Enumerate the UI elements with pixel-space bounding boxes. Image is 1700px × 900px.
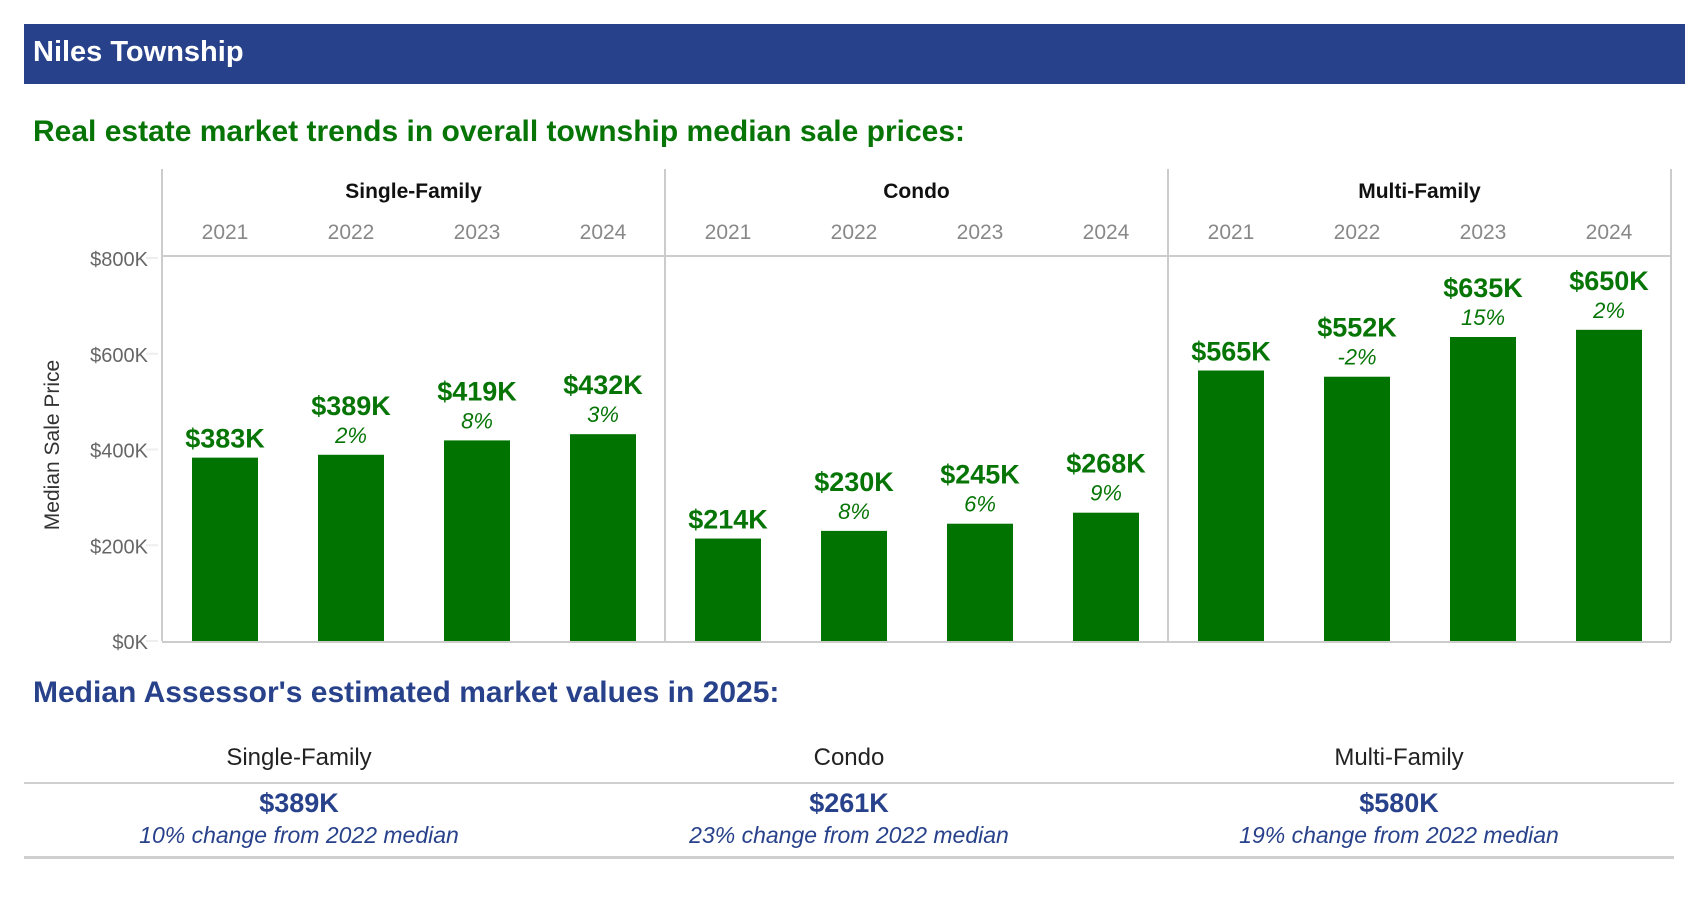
y-axis-title: Median Sale Price (41, 360, 64, 530)
summary-col-multi-family: $580K 19% change from 2022 median (1124, 784, 1674, 856)
x-tick-label: 2021 (202, 221, 249, 244)
bar (821, 530, 887, 641)
summary-value: $580K (1359, 788, 1439, 818)
bar (947, 523, 1013, 641)
value-label: $268K (1066, 449, 1146, 479)
value-label: $432K (563, 370, 643, 400)
header-bar: Niles Township (24, 24, 1685, 84)
summary-change: 10% change from 2022 median (139, 822, 459, 848)
y-tick-label: $200K (90, 536, 148, 558)
x-tick-label: 2024 (580, 221, 627, 244)
assessor-section-title: Median Assessor's estimated market value… (33, 676, 780, 709)
summary-value: $389K (259, 788, 339, 818)
x-tick-label: 2023 (1460, 221, 1507, 244)
summary-header-row: Single-Family Condo Multi-Family (24, 736, 1674, 784)
bar (1073, 512, 1139, 641)
facet-title: Single-Family (345, 180, 482, 203)
x-tick-label: 2022 (831, 221, 878, 244)
value-label: $419K (437, 376, 517, 406)
summary-change: 23% change from 2022 median (689, 822, 1009, 848)
value-label: $650K (1569, 266, 1649, 296)
value-label: $552K (1317, 313, 1397, 343)
x-tick-label: 2022 (1334, 221, 1381, 244)
pct-change-label: 3% (587, 402, 619, 427)
facet-title: Multi-Family (1358, 180, 1481, 203)
summary-label-multi-family: Multi-Family (1334, 744, 1464, 771)
y-tick-label: $0K (112, 632, 148, 654)
value-label: $565K (1191, 337, 1271, 367)
summary-label-single-family: Single-Family (226, 744, 372, 771)
page-title: Niles Township (33, 36, 244, 68)
x-tick-label: 2024 (1083, 221, 1130, 244)
bar (318, 454, 384, 641)
pct-change-label: 15% (1461, 305, 1505, 330)
summary-values-row: $389K 10% change from 2022 median $261K … (24, 784, 1674, 859)
summary-label-condo: Condo (813, 744, 885, 771)
y-tick-label: $400K (90, 441, 148, 463)
x-tick-label: 2021 (705, 221, 752, 244)
median-sale-price-chart: $0K $200K $400K $600K $800K Median Sale Price… (41, 169, 1672, 654)
summary-col-single-family: $389K 10% change from 2022 median (24, 784, 574, 856)
value-label: $245K (940, 460, 1020, 490)
pct-change-label: 8% (461, 408, 493, 433)
x-tick-label: 2024 (1586, 221, 1633, 244)
x-tick-label: 2021 (1208, 221, 1255, 244)
x-tick-label: 2023 (957, 221, 1004, 244)
pct-change-label: -2% (1337, 345, 1376, 370)
facet-title: Condo (883, 180, 949, 203)
value-label: $230K (814, 467, 894, 497)
bar (1324, 376, 1390, 641)
value-label: $635K (1443, 273, 1523, 303)
pct-change-label: 9% (1090, 481, 1122, 506)
trends-section-title: Real estate market trends in overall tow… (33, 115, 966, 148)
pct-change-label: 2% (334, 423, 367, 448)
summary-col-condo: $261K 23% change from 2022 median (574, 784, 1124, 856)
pct-change-label: 2% (1592, 298, 1625, 323)
bar (1576, 329, 1642, 641)
bar (444, 440, 510, 641)
pct-change-label: 8% (838, 499, 870, 524)
y-tick-label: $800K (90, 249, 148, 271)
bar (192, 457, 258, 641)
pct-change-label: 6% (964, 492, 996, 517)
bar (1198, 370, 1264, 641)
value-label: $383K (185, 424, 265, 454)
y-tick-label: $600K (90, 345, 148, 367)
value-label: $389K (311, 391, 391, 421)
bar (695, 538, 761, 641)
summary-change: 19% change from 2022 median (1239, 822, 1559, 848)
summary-value: $261K (809, 788, 889, 818)
bar (570, 434, 636, 641)
x-tick-label: 2023 (454, 221, 501, 244)
assessor-summary-table: Single-Family Condo Multi-Family $389K 1… (24, 736, 1674, 859)
value-label: $214K (688, 505, 768, 535)
x-tick-label: 2022 (328, 221, 375, 244)
bar (1450, 336, 1516, 641)
